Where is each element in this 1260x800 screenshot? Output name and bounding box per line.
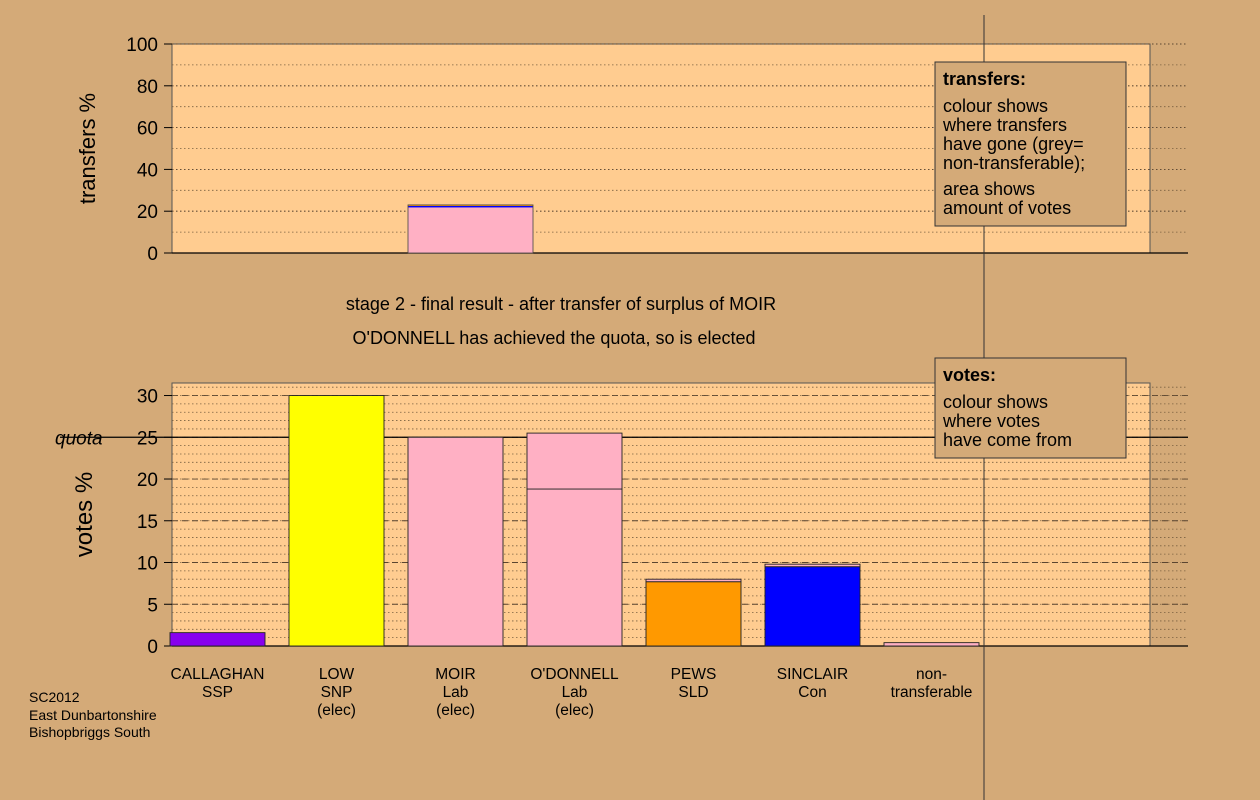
y-tick-label: 0 [147,244,158,265]
transfer-bar-segment [408,207,533,253]
y-tick-label: 40 [137,160,158,181]
category-label: O'DONNELL [530,666,619,683]
vote-bar-segment [288,395,385,647]
category-label: Lab [562,684,588,701]
legend-transfers-line: have gone (grey= [943,134,1084,154]
category-label: Con [798,684,826,701]
category-label: LOW [319,666,355,683]
vote-bar-segment [407,436,504,647]
category-label: Lab [443,684,469,701]
category-label: CALLAGHAN [171,666,265,683]
y-tick-label: 80 [137,77,158,98]
legend-transfers-line: colour shows [943,96,1048,116]
vote-bar-segment [645,578,742,583]
y-tick-label: 15 [137,512,158,533]
footer-line: Bishopbriggs South [29,724,150,740]
footer: SC2012 East Dunbartonshire Bishopbriggs … [29,689,157,740]
quota-label: quota [55,428,103,449]
vote-bar-segment [764,563,861,568]
stage-heading: stage 2 - final result - after transfer … [346,294,776,314]
legend-transfers-line: area shows [943,179,1035,199]
y-tick-label: 30 [137,387,158,408]
transfer-bar-segment [408,204,533,206]
category-label: SINCLAIR [777,666,849,683]
legend-transfers-box [934,61,1127,227]
y-tick-label: 20 [137,202,158,223]
status-heading: O'DONNELL has achieved the quota, so is … [353,328,756,348]
y-tick-label: 5 [147,595,158,616]
y-axis-label: votes % [71,472,98,557]
legend-votes-title: votes: [943,365,996,385]
category-label: (elec) [317,702,356,719]
vote-bar-segment [883,642,980,647]
legend-transfers-line: non-transferable); [943,153,1085,173]
legend-votes-line: colour shows [943,392,1048,412]
category-label: SLD [678,684,708,701]
category-label: SSP [202,684,233,701]
category-label: PEWS [671,666,717,683]
legend-votes-box [934,357,1127,459]
legend-transfers-line: where transfers [942,115,1067,135]
legend-votes: votes: colour shows where votes have com… [934,357,1127,459]
footer-line: SC2012 [29,689,80,705]
legend-transfers-title: transfers: [943,69,1026,89]
category-label: transferable [891,684,973,701]
y-tick-label: 0 [147,637,158,658]
category-label: non- [916,666,947,683]
footer-line: East Dunbartonshire [29,707,157,723]
legend-votes-line: have come from [943,430,1072,450]
transfer-bar-segment [408,205,533,208]
y-tick-label: 10 [137,554,158,575]
y-tick-label: 25 [137,428,158,449]
category-label: (elec) [436,702,475,719]
vote-bar-segment [645,581,742,647]
legend-votes-line: where votes [942,411,1040,431]
y-tick-label: 60 [137,119,158,140]
category-label: MOIR [435,666,475,683]
y-axis-label: transfers % [75,93,100,204]
transfer-bar-outline [407,204,534,254]
legend-transfers-line: amount of votes [943,198,1071,218]
category-label: (elec) [555,702,594,719]
vote-bar-segment [526,488,623,647]
vote-bar-segment [526,432,623,490]
y-tick-label: 100 [126,35,158,56]
legend-transfers: transfers: colour shows where transfers … [934,61,1127,227]
category-label: SNP [321,684,353,701]
vote-bar-segment [169,632,266,647]
vote-bar-segment [764,566,861,647]
y-tick-label: 20 [137,470,158,491]
